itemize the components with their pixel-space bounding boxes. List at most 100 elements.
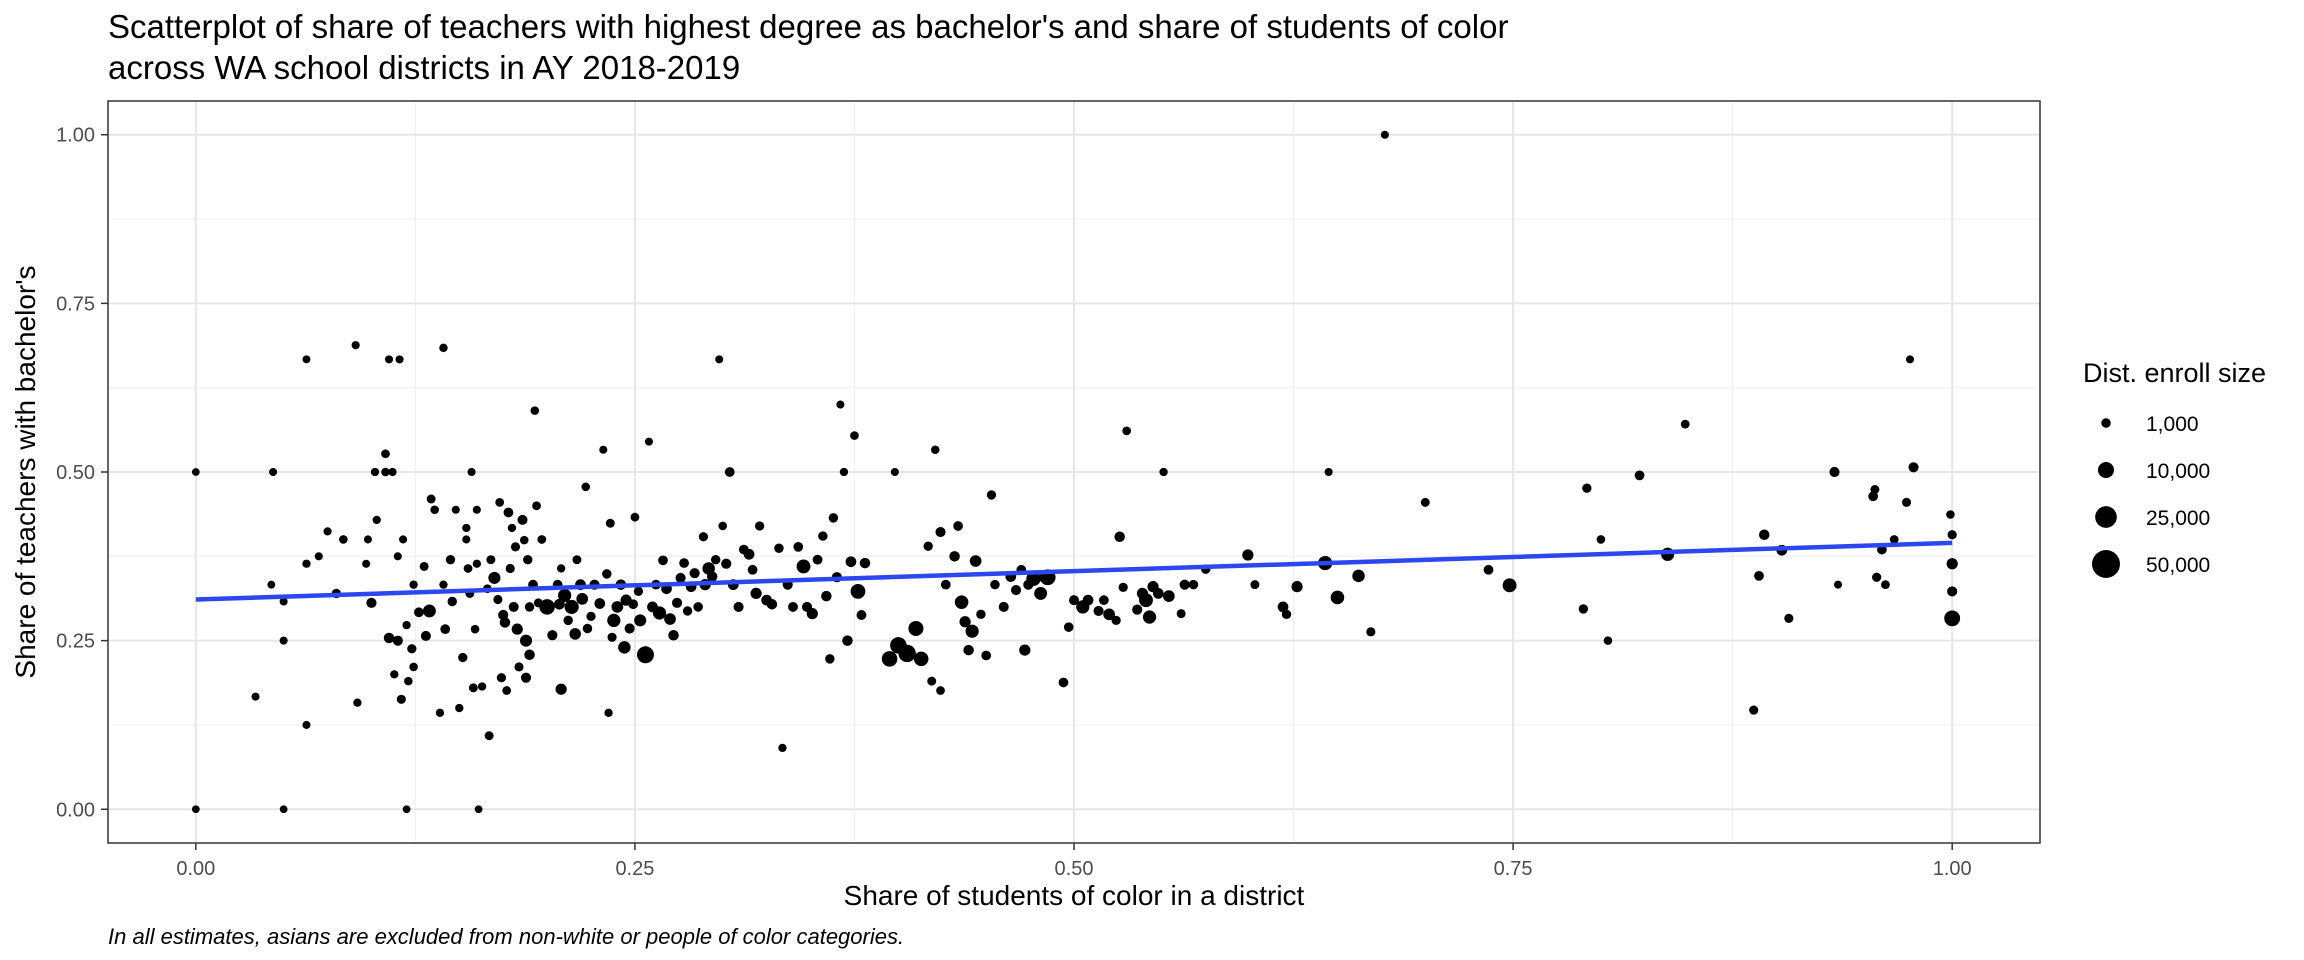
data-point xyxy=(523,554,533,565)
data-point xyxy=(959,616,971,628)
data-point xyxy=(502,686,512,695)
data-point xyxy=(981,650,992,661)
data-point xyxy=(969,555,982,567)
data-point xyxy=(569,628,581,640)
data-point xyxy=(965,624,979,638)
data-point xyxy=(484,731,494,741)
data-point xyxy=(495,497,505,507)
data-point xyxy=(1889,535,1899,544)
data-point xyxy=(396,694,406,704)
data-point xyxy=(724,467,735,477)
data-point xyxy=(618,641,631,654)
data-point xyxy=(715,355,724,364)
data-point xyxy=(856,610,867,620)
data-point xyxy=(828,513,839,523)
data-point xyxy=(1784,613,1794,623)
data-point xyxy=(1366,627,1376,637)
trend-line-group xyxy=(195,540,1953,602)
data-point xyxy=(470,624,480,634)
data-point xyxy=(668,629,679,641)
data-point xyxy=(445,555,456,565)
data-point xyxy=(1324,467,1333,477)
data-point xyxy=(440,624,451,635)
data-point xyxy=(404,676,413,686)
data-point xyxy=(954,595,969,609)
data-point xyxy=(409,662,418,672)
data-point xyxy=(750,587,762,600)
data-point xyxy=(463,564,473,573)
data-point xyxy=(890,467,899,477)
data-point xyxy=(1063,622,1074,632)
data-point xyxy=(539,599,555,615)
data-point xyxy=(1578,604,1589,614)
data-point xyxy=(706,571,718,582)
data-point xyxy=(652,606,667,620)
data-point xyxy=(1946,510,1955,519)
data-point xyxy=(935,526,946,538)
data-point xyxy=(420,630,431,641)
data-point xyxy=(302,559,311,568)
data-point xyxy=(372,515,381,525)
data-point xyxy=(1380,130,1389,139)
data-point xyxy=(689,568,700,579)
data-point xyxy=(1908,462,1919,473)
data-point xyxy=(1250,580,1260,590)
data-point xyxy=(986,490,997,500)
data-point xyxy=(1019,644,1031,656)
data-points xyxy=(191,130,1961,814)
data-point xyxy=(547,630,558,641)
data-point xyxy=(936,686,945,695)
data-point xyxy=(505,563,515,574)
legend-key-point xyxy=(2097,461,2115,479)
data-point xyxy=(1159,467,1168,477)
data-point xyxy=(976,609,986,620)
data-point xyxy=(419,561,429,571)
data-point xyxy=(644,437,653,446)
data-point xyxy=(990,579,1000,590)
data-point xyxy=(537,535,547,544)
data-point xyxy=(940,579,951,590)
data-point xyxy=(682,606,693,616)
data-point xyxy=(1872,572,1882,582)
data-point xyxy=(1010,584,1022,596)
data-point xyxy=(517,514,528,525)
data-point xyxy=(812,554,823,565)
data-point xyxy=(842,635,853,646)
data-point xyxy=(949,551,960,562)
data-point xyxy=(1034,586,1048,600)
data-point xyxy=(607,632,617,642)
data-point xyxy=(788,601,798,612)
data-point xyxy=(1754,571,1764,581)
data-point xyxy=(191,468,200,476)
data-point xyxy=(766,598,778,610)
data-point xyxy=(930,445,940,455)
data-point xyxy=(998,601,1009,612)
data-point xyxy=(393,552,402,561)
data-point xyxy=(191,805,200,814)
data-point xyxy=(488,571,501,584)
data-point xyxy=(314,552,323,561)
data-point xyxy=(388,467,397,477)
data-point xyxy=(633,586,644,597)
data-point xyxy=(251,692,260,701)
data-point xyxy=(718,521,728,531)
data-point xyxy=(624,623,635,634)
data-point xyxy=(1114,531,1125,543)
data-point xyxy=(1277,601,1289,613)
data-point xyxy=(564,599,579,615)
data-point xyxy=(825,654,835,664)
x-tick-label: 0.75 xyxy=(1494,858,1533,880)
data-point xyxy=(399,535,408,544)
legend-title: Dist. enroll size xyxy=(2083,358,2266,388)
data-point xyxy=(520,672,532,683)
data-point xyxy=(1068,595,1080,606)
data-point xyxy=(370,467,380,477)
axes: 0.00 0.25 0.50 0.75 1.00 0.00 0.25 0.50 0.75 1.00 xyxy=(56,125,1972,880)
y-axis-title: Share of teachers with bachelor's xyxy=(10,265,41,678)
data-point xyxy=(1082,594,1094,606)
data-point xyxy=(507,523,517,533)
x-axis-title: Share of students of color in a district xyxy=(844,880,1305,911)
data-point xyxy=(1749,705,1759,715)
data-point xyxy=(747,564,758,575)
